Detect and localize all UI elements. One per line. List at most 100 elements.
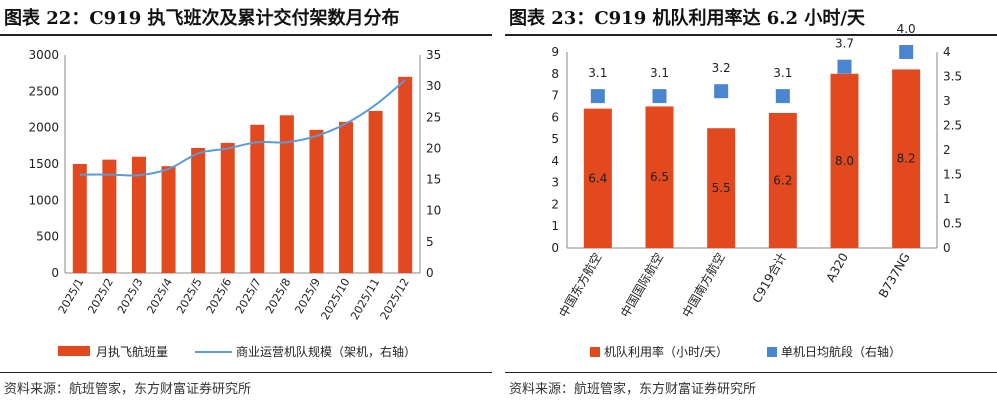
legend-label: 机队利用率（小时/天）: [604, 344, 728, 359]
x-tick-label: A320: [823, 251, 851, 285]
scatter-point: [899, 45, 914, 59]
bar: [368, 110, 383, 273]
x-tick-label: 2025/4: [145, 276, 176, 316]
x-tick-label: 2025/7: [233, 276, 264, 316]
chart-panel-flights: 图表 22：C919 执飞班次及累计交付架数月分布 0 500 1000 1500 20…: [0, 0, 492, 405]
bar: [398, 76, 413, 273]
x-tick-label: 2025/2: [85, 276, 116, 316]
x-tick-label: 中国南方航空: [679, 250, 728, 320]
bar-data-label: 8.2: [897, 152, 916, 166]
y-tick-label: 9: [551, 45, 559, 59]
bar: [645, 106, 674, 248]
x-tick-label: 2025/6: [204, 276, 235, 316]
legend-label: 月执飞航班量: [96, 344, 168, 359]
y-tick-label: 2000: [28, 121, 59, 135]
legend-label: 商业运营机队规模（架机，右轴）: [236, 344, 416, 359]
chart-title: 图表 22：C919 执飞班次及累计交付架数月分布: [4, 8, 400, 29]
y2-tick-label: 4: [943, 45, 951, 59]
point-data-label: 4.0: [897, 22, 916, 36]
scatter-point: [590, 89, 605, 104]
y-tick-label: 2500: [28, 84, 59, 98]
y2-tick-label: 2.5: [943, 119, 962, 133]
y-tick-label: 0: [51, 266, 59, 280]
chart-panel-utilization: 图表 23：C919 机队利用率达 6.2 小时/天 0 1 2 3 4 5 6 7 8 9 0 0.…: [505, 0, 997, 405]
x-tick-label: 2025/1: [56, 276, 87, 316]
y-tick-label: 7: [551, 89, 559, 103]
y2-tick-label: 5: [426, 235, 434, 249]
x-tick-label: 2025/8: [263, 276, 294, 316]
y2-tick-label: 35: [426, 48, 441, 62]
bar: [309, 129, 324, 273]
y-tick-label: 6: [551, 110, 559, 124]
scatter-point: [714, 84, 729, 99]
x-tick-label: 2025/3: [115, 276, 146, 316]
y-tick-label: 8: [551, 67, 559, 81]
y2-tick-label: 1: [943, 192, 951, 206]
y-tick-label: 2: [551, 197, 559, 211]
bar: [707, 128, 736, 248]
y-tick-label: 1: [551, 219, 559, 233]
y-tick-label: 3000: [28, 48, 59, 62]
bar: [830, 73, 859, 249]
x-tick-label: B737NG: [876, 251, 913, 301]
scatter-point: [837, 59, 852, 74]
y2-tick-label: 2: [943, 143, 951, 157]
bar: [131, 156, 146, 273]
point-data-label: 3.1: [588, 66, 607, 80]
bar-data-label: 6.5: [650, 170, 669, 184]
bar: [191, 148, 206, 273]
scatter-point: [652, 89, 667, 104]
chart-title: 图表 23：C919 机队利用率达 6.2 小时/天: [509, 8, 865, 29]
bar: [220, 142, 235, 273]
bar: [250, 124, 265, 273]
y-tick-label: 5: [551, 132, 559, 146]
title-rule: [505, 34, 997, 36]
bar: [583, 108, 612, 248]
bar: [72, 164, 87, 273]
legend-swatch-bar: [590, 347, 600, 357]
source-rule: [505, 372, 997, 373]
bar-data-label: 5.5: [712, 181, 731, 195]
y-tick-label: 3: [551, 176, 559, 190]
bar-data-label: 6.2: [773, 173, 792, 187]
point-data-label: 3.1: [773, 66, 792, 80]
y2-tick-label: 1.5: [943, 168, 962, 182]
bar: [161, 166, 176, 273]
y2-tick-label: 30: [426, 79, 441, 93]
source-note: 资料来源：航班管家，东方财富证券研究所: [4, 382, 252, 397]
y-tick-label: 4: [551, 154, 559, 168]
y2-tick-label: 15: [426, 173, 441, 187]
x-tick-label: 中国东方航空: [555, 250, 604, 320]
bar: [339, 121, 354, 273]
point-data-label: 3.1: [650, 66, 669, 80]
legend-swatch-point: [767, 347, 777, 357]
x-tick-label: 2025/5: [174, 276, 205, 316]
source-note: 资料来源：航班管家，东方财富证券研究所: [509, 382, 757, 397]
legend-label: 单机日均航段（右轴）: [781, 344, 901, 359]
bar: [892, 69, 921, 248]
y2-tick-label: 3.5: [943, 70, 962, 84]
y-tick-label: 1000: [28, 193, 59, 207]
bar-data-label: 8.0: [835, 154, 854, 168]
line-series: [79, 79, 406, 177]
x-tick-label: 2025/9: [292, 276, 323, 316]
point-data-label: 3.2: [712, 61, 731, 75]
x-tick-label: C919合计: [749, 250, 790, 305]
y2-tick-label: 20: [426, 141, 441, 155]
point-data-label: 3.7: [835, 37, 854, 51]
legend-swatch-bar: [58, 346, 90, 356]
x-tick-label: 2025/12: [378, 276, 412, 322]
bar: [768, 112, 797, 248]
y-tick-label: 0: [551, 241, 559, 255]
utilization-chart: 0 1 2 3 4 5 6 7 8 9 0 0.5 1 1.5 2 2.5 3 3.5 4 6.4 6.5 5.5 6.2 8…: [551, 22, 962, 359]
y2-tick-label: 3: [943, 94, 951, 108]
y2-tick-label: 25: [426, 110, 441, 124]
y-tick-label: 500: [36, 230, 59, 244]
bar: [279, 115, 294, 274]
title-rule: [0, 34, 492, 36]
y2-tick-label: 0: [426, 266, 434, 280]
y2-tick-label: 0.5: [943, 217, 962, 231]
y2-tick-label: 10: [426, 204, 441, 218]
bar: [102, 159, 117, 273]
bar-data-label: 6.4: [588, 171, 607, 185]
